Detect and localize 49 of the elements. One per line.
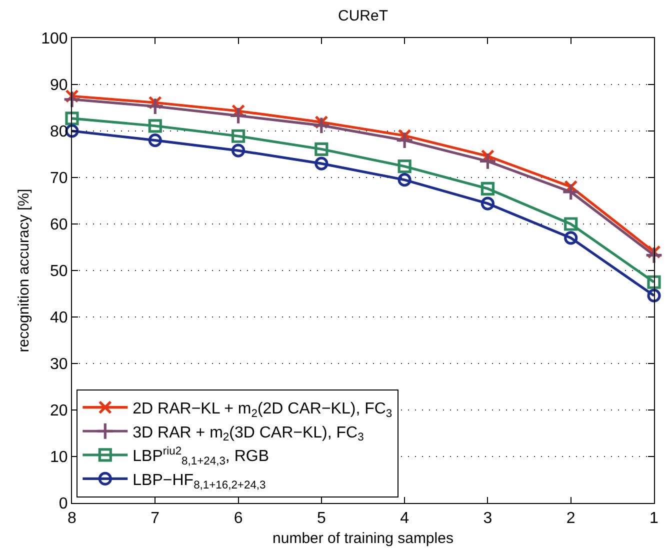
legend-label: LBP$^{riu2}$$_{8,1+24,3}$, RGB <box>132 445 269 468</box>
point <box>398 173 412 187</box>
x-tick-label: 1 <box>650 510 659 528</box>
y-axis-title: recognition accuracy [%] <box>15 188 32 352</box>
y-tick-label: 0 <box>58 496 68 513</box>
point <box>229 106 248 125</box>
point <box>148 119 162 133</box>
point <box>231 144 246 158</box>
x-tick-label: 7 <box>150 510 160 528</box>
point <box>398 160 412 174</box>
y-tick-label: 60 <box>50 216 68 234</box>
point <box>231 129 246 143</box>
point <box>564 231 578 245</box>
point <box>65 112 79 126</box>
point <box>146 97 164 116</box>
y-tick-label: 40 <box>50 310 68 327</box>
legend-label: LBP−HF$_{8,1+16,2+24,3}$ <box>132 472 266 492</box>
point <box>63 90 81 108</box>
y-tick-label: 90 <box>50 77 68 94</box>
chart-title: CUReT <box>338 8 388 24</box>
point <box>564 217 578 231</box>
point <box>314 156 328 170</box>
point <box>312 116 330 134</box>
x-tick-label: 6 <box>234 510 243 528</box>
legend-label: 3D RAR + m$_{2}$(3D CAR−KL), FC$_{3}$ <box>132 424 364 444</box>
point <box>647 275 661 289</box>
legend-label: 2D RAR−KL + m$_{2}$(2D CAR−KL), FC$_{3}$ <box>132 400 392 420</box>
y-tick-label: 50 <box>50 263 68 280</box>
point <box>645 246 663 264</box>
x-tick-label: 8 <box>68 510 77 528</box>
y-tick-label: 70 <box>50 170 68 188</box>
y-tick-label: 80 <box>50 124 68 141</box>
point <box>480 196 495 210</box>
point <box>148 134 162 148</box>
x-tick-label: 3 <box>483 510 492 528</box>
point <box>396 131 414 150</box>
point <box>478 152 497 170</box>
x-axis-title: number of training samples <box>272 530 454 548</box>
x-tick-label: 2 <box>566 510 576 528</box>
y-tick-label: 30 <box>50 356 68 374</box>
y-tick-label: 20 <box>50 402 68 420</box>
point <box>480 182 495 196</box>
point <box>647 288 661 302</box>
point <box>562 182 580 201</box>
y-tick-label: 10 <box>50 449 68 466</box>
x-tick-label: 5 <box>316 510 326 528</box>
point <box>314 142 328 156</box>
x-tick-label: 4 <box>400 510 410 528</box>
y-tick-label: 100 <box>41 30 68 48</box>
